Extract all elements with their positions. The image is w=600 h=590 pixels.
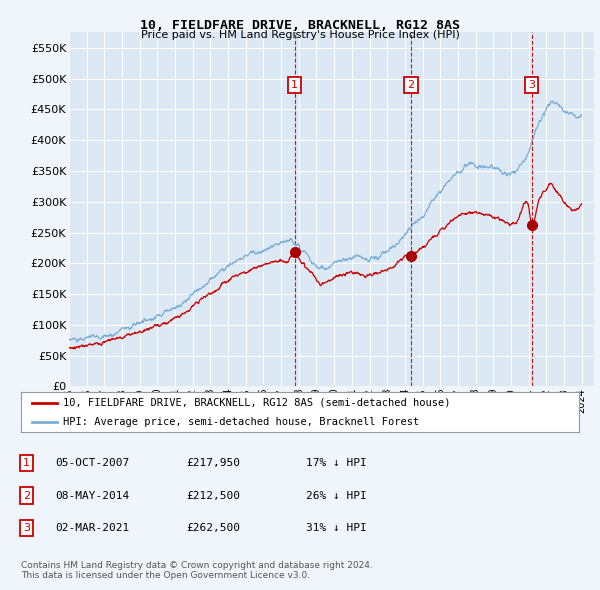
Text: 2: 2 xyxy=(23,491,30,500)
Text: £212,500: £212,500 xyxy=(186,491,240,500)
Text: Price paid vs. HM Land Registry's House Price Index (HPI): Price paid vs. HM Land Registry's House … xyxy=(140,30,460,40)
Text: 31% ↓ HPI: 31% ↓ HPI xyxy=(306,523,367,533)
Text: 05-OCT-2007: 05-OCT-2007 xyxy=(55,458,130,468)
Text: 3: 3 xyxy=(23,523,30,533)
Text: £217,950: £217,950 xyxy=(186,458,240,468)
Text: 2: 2 xyxy=(407,80,415,90)
Text: 08-MAY-2014: 08-MAY-2014 xyxy=(55,491,130,500)
Text: 1: 1 xyxy=(23,458,30,468)
Text: HPI: Average price, semi-detached house, Bracknell Forest: HPI: Average price, semi-detached house,… xyxy=(63,417,419,427)
Text: 10, FIELDFARE DRIVE, BRACKNELL, RG12 8AS: 10, FIELDFARE DRIVE, BRACKNELL, RG12 8AS xyxy=(140,19,460,32)
Text: Contains HM Land Registry data © Crown copyright and database right 2024.
This d: Contains HM Land Registry data © Crown c… xyxy=(21,560,373,580)
Text: 26% ↓ HPI: 26% ↓ HPI xyxy=(306,491,367,500)
Text: 02-MAR-2021: 02-MAR-2021 xyxy=(55,523,130,533)
Text: 17% ↓ HPI: 17% ↓ HPI xyxy=(306,458,367,468)
Text: 10, FIELDFARE DRIVE, BRACKNELL, RG12 8AS (semi-detached house): 10, FIELDFARE DRIVE, BRACKNELL, RG12 8AS… xyxy=(63,398,451,408)
Text: 3: 3 xyxy=(528,80,535,90)
Text: 1: 1 xyxy=(291,80,298,90)
Text: £262,500: £262,500 xyxy=(186,523,240,533)
